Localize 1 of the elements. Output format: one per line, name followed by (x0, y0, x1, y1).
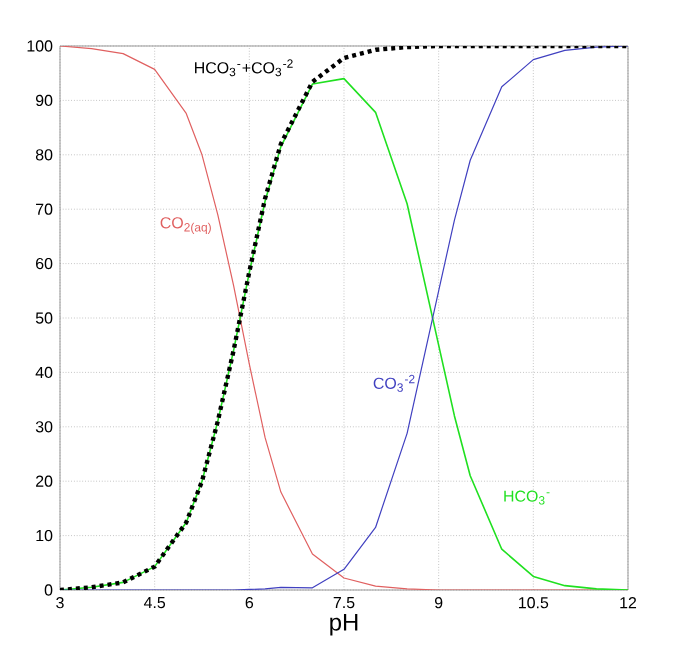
x-axis-title: pH (330, 614, 358, 636)
